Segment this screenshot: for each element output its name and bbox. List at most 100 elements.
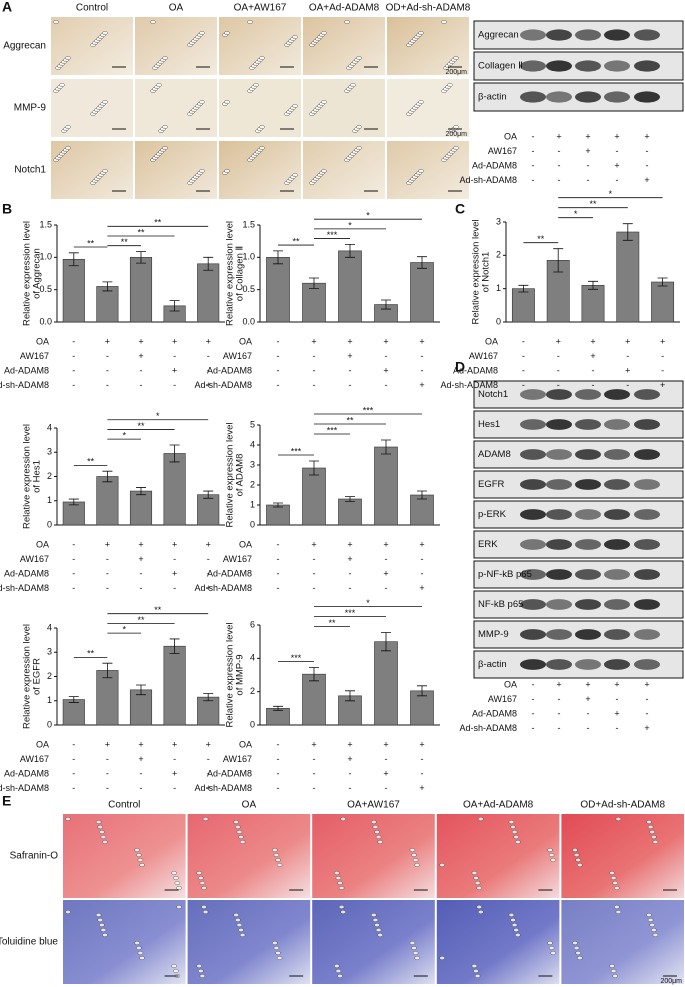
column-label: OA+Ad-ADAM8	[463, 800, 534, 811]
blot-band	[546, 389, 572, 400]
cell	[53, 19, 59, 25]
blot-band	[546, 539, 572, 550]
column-label: Control	[108, 800, 140, 811]
error-bar	[273, 705, 283, 711]
condition-sign: +	[644, 175, 649, 185]
condition-sign: -	[313, 351, 316, 361]
condition-sign: -	[532, 679, 535, 689]
bar	[410, 494, 434, 526]
significance-label: **	[346, 415, 354, 425]
cell	[453, 124, 459, 130]
condition-sign: -	[421, 568, 424, 578]
condition-sign: +	[206, 783, 211, 793]
condition-label: AW167	[469, 351, 498, 361]
condition-label: OA	[239, 336, 252, 346]
condition-sign: -	[385, 554, 388, 564]
condition-sign: -	[349, 365, 352, 375]
row-label: Notch1	[14, 165, 46, 176]
condition-sign: -	[173, 351, 176, 361]
condition-sign: +	[138, 539, 143, 549]
cell	[453, 145, 459, 151]
error-bar	[102, 662, 113, 679]
significance-label: *	[609, 189, 613, 199]
condition-sign: -	[106, 583, 109, 593]
cell	[150, 19, 156, 25]
error-bar	[102, 470, 113, 483]
condition-label: Ad-ADAM8	[207, 768, 252, 778]
cell	[374, 829, 380, 835]
condition-sign: +	[105, 539, 110, 549]
y-tick-label: 0	[47, 719, 52, 729]
cell	[233, 819, 239, 825]
error-bar	[136, 487, 146, 496]
blot-band	[634, 60, 660, 72]
error-bar	[381, 439, 391, 455]
condition-label: AW167	[20, 351, 49, 361]
bar	[338, 498, 362, 526]
condition-sign: -	[72, 768, 75, 778]
cell	[418, 99, 424, 105]
blot-band	[520, 91, 546, 103]
condition-sign: -	[173, 554, 176, 564]
bar	[374, 446, 398, 526]
cell	[651, 834, 657, 840]
condition-sign: -	[421, 365, 424, 375]
condition-sign: -	[140, 768, 143, 778]
cell	[573, 852, 580, 858]
blot-band	[520, 569, 546, 580]
cell	[233, 912, 239, 918]
y-tick-label: 4	[250, 439, 255, 449]
condition-label: Ad-sh-ADAM8	[194, 783, 252, 793]
cell	[102, 30, 108, 36]
significance-label: **	[87, 457, 95, 467]
cell	[356, 124, 362, 130]
blot-band	[520, 599, 546, 610]
blot-band	[604, 60, 630, 72]
blot-band	[546, 569, 572, 580]
condition-sign: -	[277, 768, 280, 778]
blot-label: Hes1	[478, 419, 500, 430]
condition-sign: -	[313, 768, 316, 778]
blot-label: Aggrecan	[478, 30, 519, 41]
scale-label: 200μm	[445, 69, 467, 76]
blot-band	[604, 599, 630, 610]
condition-sign: -	[277, 351, 280, 361]
cell	[224, 30, 230, 36]
significance-label: **	[137, 421, 145, 431]
condition-sign: -	[558, 175, 561, 185]
condition-sign: -	[385, 380, 388, 390]
significance-label: ***	[345, 608, 356, 618]
condition-sign: +	[383, 365, 388, 375]
cell	[647, 824, 654, 830]
condition-sign: +	[614, 679, 619, 689]
condition-sign: +	[590, 336, 595, 346]
condition-sign: -	[522, 380, 525, 390]
row-label: Aggrecan	[3, 41, 46, 52]
cell	[340, 909, 346, 915]
error-bar	[309, 277, 319, 289]
condition-sign: -	[173, 380, 176, 390]
blot-band	[546, 91, 572, 103]
condition-sign: -	[207, 365, 210, 375]
bar	[129, 490, 153, 526]
y-tick-label: 3	[496, 216, 501, 226]
condition-sign: +	[172, 539, 177, 549]
condition-sign: -	[349, 380, 352, 390]
blot-band	[520, 509, 546, 520]
error-bar	[381, 299, 391, 310]
cell	[100, 927, 107, 933]
significance-label: **	[537, 234, 545, 244]
cell	[414, 862, 420, 868]
significance-label: ***	[327, 425, 338, 435]
cell	[176, 904, 182, 910]
blot-label: β-actin	[478, 92, 507, 103]
y-tick-label: 3	[47, 447, 52, 457]
condition-sign: +	[644, 723, 649, 733]
y-axis-label: Relative expression level	[225, 422, 236, 527]
cell	[547, 940, 553, 946]
condition-sign: -	[587, 723, 590, 733]
blot-band	[604, 659, 630, 670]
condition-sign: +	[419, 539, 424, 549]
cell	[224, 168, 230, 174]
error-bar	[169, 444, 180, 463]
